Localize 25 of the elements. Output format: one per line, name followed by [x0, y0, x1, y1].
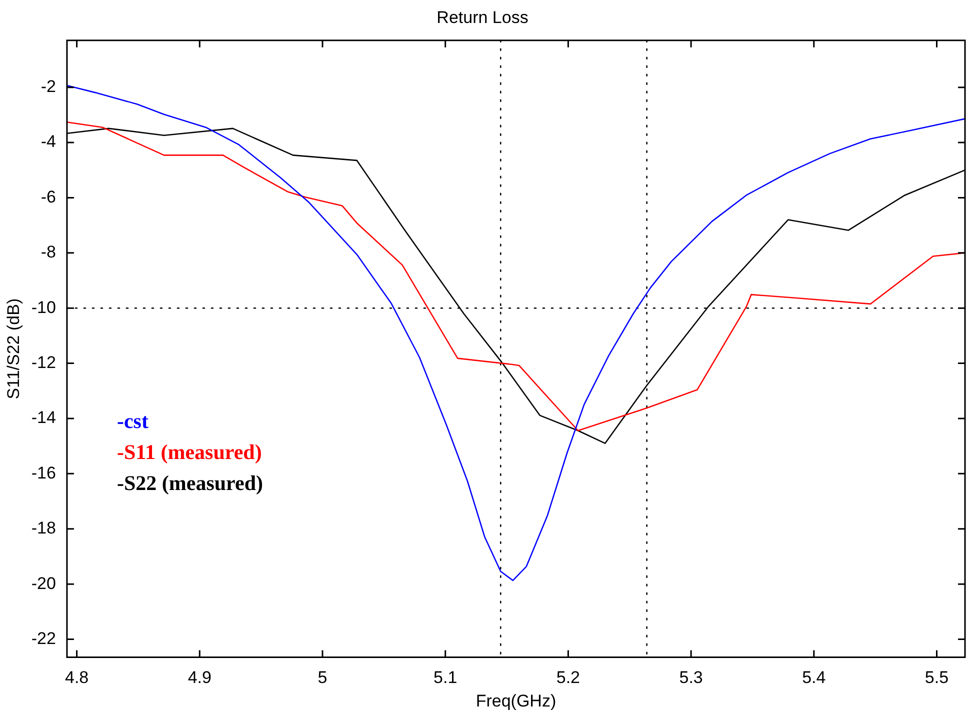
y-tick-label: -10	[31, 298, 56, 317]
y-tick-label: -6	[40, 187, 56, 206]
y-tick-label: -8	[40, 242, 56, 262]
text: -cst	[116, 409, 148, 434]
x-axis-title: Freq(GHz)	[476, 691, 556, 710]
y-tick-label: -14	[31, 408, 56, 428]
x-tick-label: 5.2	[556, 668, 580, 688]
text: -S22 (measured)	[116, 471, 263, 496]
y-tick-label: -16	[31, 463, 56, 482]
text: -S11 (measured)	[116, 440, 262, 464]
y-tick-label: -22	[31, 628, 56, 648]
x-tick-label: 5	[318, 668, 328, 688]
y-tick-label: -4	[40, 132, 56, 152]
x-tick-label: 4.8	[64, 668, 89, 688]
x-tick-label: 5.4	[802, 668, 826, 688]
y-axis-title: S11/S22 (dB)	[4, 298, 23, 400]
y-tick-label: -20	[31, 574, 56, 593]
x-tick-label: 5.5	[924, 668, 949, 688]
chart-title: Return Loss	[436, 8, 528, 27]
x-tick-label: 5.1	[434, 668, 458, 688]
x-tick-label: 4.9	[188, 668, 212, 688]
y-tick-label: -18	[31, 518, 56, 538]
y-tick-label: -12	[31, 352, 56, 372]
y-tick-label: -2	[40, 77, 56, 96]
x-tick-label: 5.3	[679, 668, 703, 688]
